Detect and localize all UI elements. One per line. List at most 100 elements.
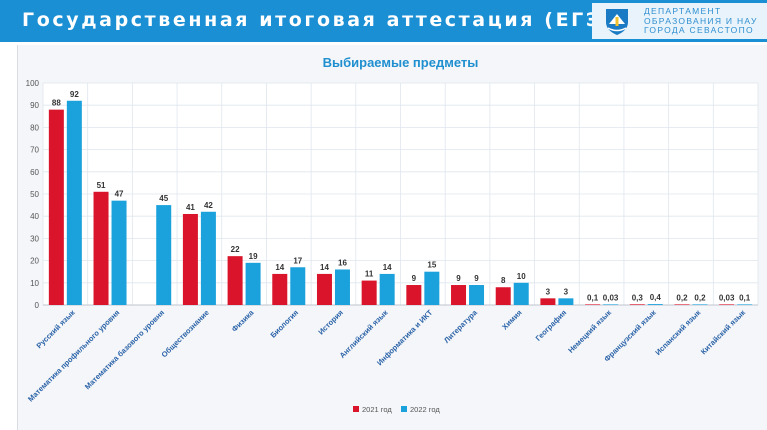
bar-2021 [361, 280, 377, 305]
data-label: 9 [412, 274, 417, 283]
bar-2021 [585, 304, 601, 305]
bar-2022 [692, 304, 708, 305]
x-tick-label: Английский язык [338, 308, 390, 360]
data-label: 9 [456, 274, 461, 283]
data-label: 45 [159, 194, 168, 203]
data-label: 15 [427, 261, 436, 270]
bar-2021 [495, 287, 511, 305]
data-label: 0,2 [694, 293, 706, 302]
sevastopol-emblem-icon [606, 9, 628, 35]
data-label: 0,03 [603, 293, 619, 302]
legend-label: 2022 год [410, 405, 440, 414]
data-label: 11 [365, 270, 374, 279]
bar-2022 [647, 304, 663, 305]
department-line-2: ОБРАЗОВАНИЯ И НАУ [644, 15, 758, 26]
department-line-3: ГОРОДА СЕВАСТОПО [644, 25, 754, 35]
department-line-1: ДЕПАРТАМЕНТ [644, 6, 722, 16]
data-label: 0,3 [632, 293, 644, 302]
y-tick-label: 10 [30, 279, 39, 288]
data-label: 42 [204, 201, 213, 210]
bar-2021 [451, 285, 467, 305]
x-tick-label: История [316, 308, 344, 336]
y-tick-label: 60 [30, 168, 39, 177]
bar-2021 [629, 304, 645, 305]
x-tick-label: География [534, 308, 569, 343]
chart-title: Выбираемые предметы [323, 55, 479, 70]
x-tick-label: Литература [442, 307, 479, 344]
data-label: 0,2 [676, 293, 688, 302]
bar-2021 [674, 304, 690, 305]
data-label: 17 [293, 256, 302, 265]
data-label: 47 [115, 190, 124, 199]
department-name: ДЕПАРТАМЕНТ ОБРАЗОВАНИЯ И НАУ ГОРОДА СЕВ… [644, 6, 758, 36]
y-tick-label: 0 [35, 301, 40, 310]
data-label: 14 [275, 263, 284, 272]
bar-2022 [245, 262, 261, 305]
bar-2022 [469, 285, 485, 305]
header-bar: Государственная итоговая аттестация (ЕГЭ… [0, 0, 767, 42]
data-label: 92 [70, 90, 79, 99]
y-tick-label: 100 [26, 79, 40, 88]
bar-2021 [48, 109, 64, 305]
bar-2022 [603, 304, 619, 305]
data-label: 3 [564, 287, 569, 296]
legend-swatch-2022 [401, 406, 407, 412]
bar-2022 [513, 282, 529, 305]
data-label: 51 [97, 181, 106, 190]
x-tick-label: Биология [269, 308, 301, 340]
bar-2021 [93, 191, 109, 305]
y-tick-label: 80 [30, 123, 39, 132]
bar-2021 [316, 273, 332, 305]
data-label: 19 [249, 252, 258, 261]
data-label: 41 [186, 203, 195, 212]
data-label: 88 [52, 99, 61, 108]
data-label: 14 [383, 263, 392, 272]
data-label: 10 [517, 272, 526, 281]
x-tick-label: Математика базового уровня [83, 308, 166, 391]
data-label: 3 [546, 287, 551, 296]
bar-2022 [111, 200, 127, 305]
department-logo: ДЕПАРТАМЕНТ ОБРАЗОВАНИЯ И НАУ ГОРОДА СЕВ… [592, 3, 767, 39]
bar-2022 [66, 100, 82, 305]
data-label: 0,4 [650, 293, 662, 302]
bar-2021 [182, 213, 198, 305]
legend-label: 2021 год [362, 405, 392, 414]
data-label: 9 [474, 274, 479, 283]
bar-2021 [227, 256, 243, 305]
y-tick-label: 20 [30, 257, 39, 266]
data-label: 16 [338, 258, 347, 267]
bar-2021 [406, 285, 422, 305]
x-tick-label: Физика [230, 307, 256, 333]
chart-panel: Выбираемые предметы 0 10 20 30 40 50 60 70 80 90 10… [17, 45, 767, 430]
bar-2022 [424, 271, 440, 305]
bar-2021 [272, 273, 288, 305]
data-label: 0,03 [719, 293, 735, 302]
x-tick-label: Испанский язык [653, 308, 702, 357]
y-tick-label: 90 [30, 101, 39, 110]
data-label: 0,1 [587, 293, 599, 302]
data-label: 0,1 [739, 293, 751, 302]
y-tick-label: 50 [30, 190, 39, 199]
x-tick-label: Китайский язык [699, 308, 747, 356]
bar-2021 [719, 304, 735, 305]
bar-chart: Выбираемые предметы 0 10 20 30 40 50 60 70 80 90 10… [26, 55, 759, 414]
x-tick-label: Обществознание [160, 308, 211, 359]
y-tick-label: 70 [30, 146, 39, 155]
bar-2022 [334, 269, 350, 305]
x-tick-label: Математика профильного уровня [26, 308, 121, 403]
y-tick-label: 40 [30, 212, 39, 221]
x-tick-label: Немецкий язык [566, 308, 613, 355]
page-title: Государственная итоговая аттестация (ЕГЭ… [22, 9, 614, 31]
data-label: 8 [501, 276, 506, 285]
y-tick-label: 30 [30, 234, 39, 243]
data-label: 22 [231, 245, 240, 254]
bar-2022 [290, 267, 306, 305]
bar-2022 [156, 205, 172, 305]
x-tick-label: Русский язык [35, 308, 77, 350]
bar-2022 [737, 304, 753, 305]
x-tick-label: Химия [500, 308, 523, 331]
bar-2022 [200, 211, 216, 305]
legend-swatch-2021 [353, 406, 359, 412]
bar-2022 [379, 273, 395, 305]
bar-2022 [558, 298, 574, 305]
